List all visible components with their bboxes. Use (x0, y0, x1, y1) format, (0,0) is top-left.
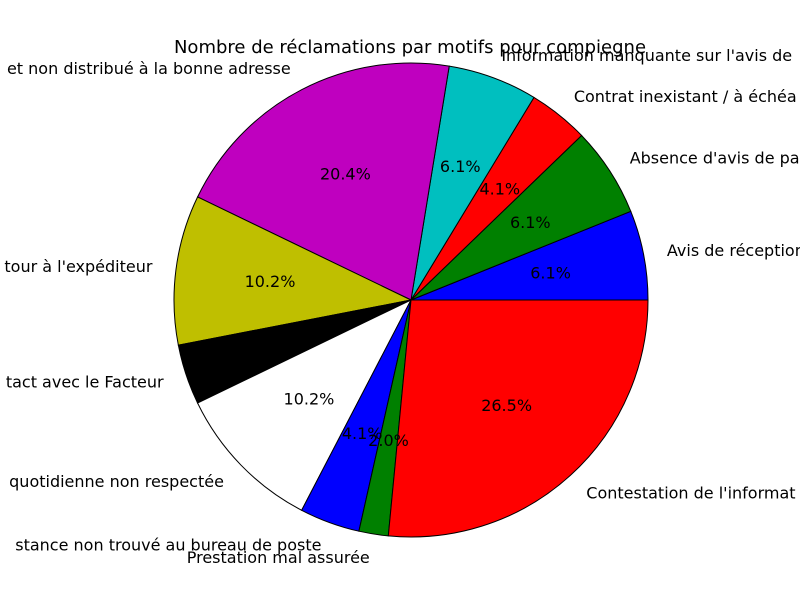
pie-percent-label: 10.2% (284, 390, 335, 409)
pie-percent-label: 6.1% (510, 213, 551, 232)
pie-category-label: Information manquante sur l'avis de (501, 46, 792, 65)
pie-category-label: tour à l'expéditeur (4, 257, 152, 276)
pie-category-label: Avis de réception (667, 241, 800, 260)
pie-percent-label: 6.1% (440, 157, 481, 176)
pie-slice (196, 298, 413, 511)
pie-percent-label: 6.1% (530, 263, 571, 282)
pie-category-label: quotidienne non respectée (9, 472, 224, 491)
pie-percent-label: 10.2% (245, 272, 296, 291)
pie-category-label: stance non trouvé au bureau de poste (15, 535, 321, 554)
pie-category-label: tact avec le Facteur (6, 373, 164, 392)
pie-percent-label: 20.4% (320, 164, 371, 183)
pie-percent-label: 2.0% (368, 431, 409, 450)
pie-percent-labels: 6.1%6.1%4.1%6.1%20.4%10.2%10.2%4.1%2.0%2… (245, 157, 571, 450)
pie-percent-label: 4.1% (479, 179, 520, 198)
pie-slices (173, 62, 649, 538)
pie-category-label: Contrat inexistant / à échéa (574, 87, 797, 106)
pie-percent-label: 4.1% (342, 424, 383, 443)
pie-slice (387, 299, 649, 538)
pie-category-label: Contestation de l'informat (586, 483, 795, 502)
pie-slice (173, 196, 413, 346)
pie-category-label: et non distribué à la bonne adresse (7, 59, 291, 78)
pie-slice (196, 62, 450, 301)
pie-category-label: Absence d'avis de pa (630, 149, 800, 168)
chart-title: Nombre de réclamations par motifs pour c… (174, 37, 646, 58)
pie-category-label: Prestation mal assurée (187, 548, 370, 567)
pie-category-labels: Avis de réception Absence d'avis de pa Con… (4, 46, 800, 567)
pie-percent-label: 26.5% (481, 396, 532, 415)
